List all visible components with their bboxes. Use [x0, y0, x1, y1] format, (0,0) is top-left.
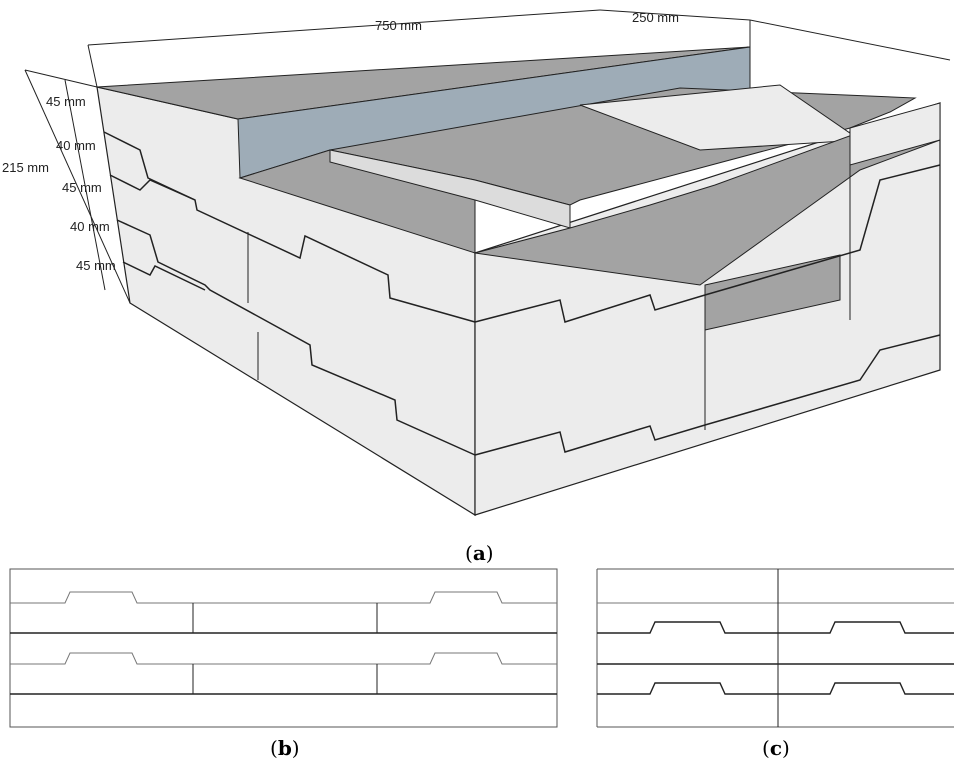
left-course-line-4: [122, 261, 206, 291]
caption-c: (c): [762, 736, 790, 760]
caption-b: (b): [270, 736, 300, 760]
elevation-c: (c): [596, 568, 954, 760]
dim-height-total: 215 mm: [2, 160, 49, 175]
caption-a: (a): [465, 541, 494, 565]
dim-layer2: 40 mm: [56, 138, 96, 153]
dim-layer3: 45 mm: [62, 180, 102, 195]
dim-layer4: 40 mm: [70, 219, 110, 234]
dim-width: 250 mm: [632, 10, 679, 25]
assembly-3d-view: 750 mm 250 mm 45 mm 40 mm 215 mm 45 mm 4…: [2, 9, 951, 565]
front-course-line-2: [474, 334, 941, 456]
dim-length: 750 mm: [375, 18, 422, 33]
front-course-line-1: [474, 164, 941, 323]
dim-layer5: 45 mm: [76, 258, 116, 273]
elevation-b: (b): [9, 568, 558, 760]
left-course-line-3: [116, 219, 476, 456]
dim-layer1: 45 mm: [46, 94, 86, 109]
left-course-line-2: [109, 174, 196, 201]
